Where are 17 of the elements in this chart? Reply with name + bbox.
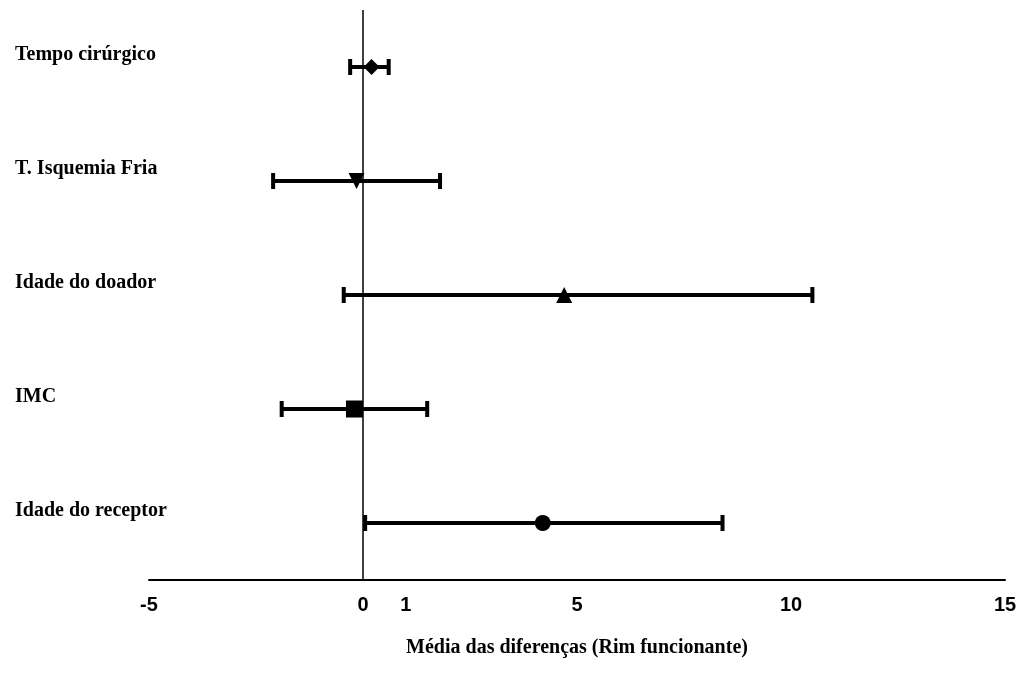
point	[363, 59, 380, 75]
x-axis-title: Média das diferenças (Rim funcionante)	[406, 635, 748, 658]
y-tick-label: Idade do doador	[15, 270, 157, 292]
y-tick-label: Tempo cirúrgico	[15, 42, 156, 65]
point	[345, 400, 363, 418]
x-tick-label: 1	[400, 593, 412, 615]
y-tick-label: Idade do receptor	[15, 498, 167, 521]
y-tick-label: T. Isquemia Fria	[15, 156, 158, 179]
point	[534, 515, 551, 531]
x-tick-label: 10	[779, 593, 803, 615]
point	[556, 287, 573, 303]
y-tick-label: IMC	[15, 384, 57, 406]
x-tick-label: 0	[357, 593, 369, 615]
point	[348, 173, 365, 189]
x-tick-label: -5	[140, 593, 158, 615]
x-tick-label: 15	[993, 593, 1017, 615]
x-tick-label: 5	[571, 593, 583, 615]
